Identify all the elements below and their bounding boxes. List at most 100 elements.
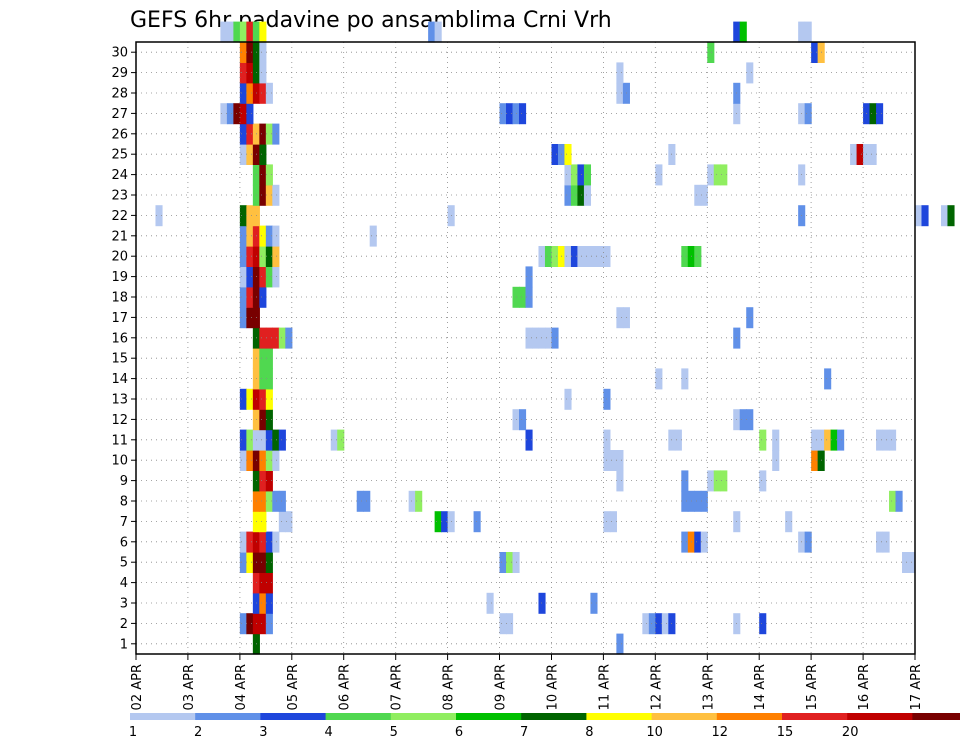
- heatmap-cell: [272, 184, 280, 206]
- heatmap-cell: [265, 592, 273, 614]
- legend-swatch: [390, 713, 457, 720]
- heatmap-cell: [259, 184, 267, 206]
- heatmap-cell: [804, 531, 812, 553]
- heatmap-cell: [564, 246, 572, 267]
- heatmap-cell: [265, 368, 273, 390]
- heatmap-cell: [265, 348, 273, 369]
- heatmap-cell: [246, 307, 254, 329]
- heatmap-cell: [272, 225, 280, 247]
- legend-label: 10: [646, 725, 663, 740]
- legend-label: 6: [455, 725, 463, 740]
- heatmap-cell: [259, 572, 267, 594]
- heatmap-cell: [473, 511, 481, 533]
- heatmap-cell: [681, 531, 689, 553]
- legend-swatch: [782, 713, 848, 720]
- heatmap-cell: [239, 205, 247, 227]
- heatmap-cell: [642, 613, 650, 635]
- y-tick-label: 9: [120, 474, 128, 489]
- heatmap-cell: [434, 511, 442, 533]
- x-tick-label: 03 APR: [182, 664, 197, 710]
- y-tick-label: 28: [111, 87, 128, 102]
- heatmap-cell: [265, 388, 273, 410]
- heatmap-cell: [519, 286, 527, 308]
- heatmap-cell: [441, 511, 449, 533]
- y-tick-label: 14: [111, 372, 128, 387]
- heatmap-cell: [772, 450, 780, 471]
- heatmap-cell: [265, 184, 273, 206]
- heatmap-cell: [531, 327, 540, 349]
- heatmap-cell: [272, 327, 280, 349]
- heatmap-cell: [265, 552, 273, 573]
- legend-swatch: [195, 713, 261, 720]
- heatmap-cell: [681, 470, 689, 492]
- y-tick-label: 25: [111, 148, 128, 163]
- heatmap-cell: [265, 572, 273, 594]
- heatmap-cell: [577, 184, 585, 206]
- y-tick-label: 27: [111, 107, 128, 122]
- legend-label: 12: [712, 725, 729, 740]
- y-tick-label: 30: [111, 46, 128, 61]
- heatmap-cell: [246, 103, 254, 125]
- y-tick-label: 16: [111, 331, 128, 346]
- heatmap-cell: [824, 368, 832, 390]
- heatmap-cell: [921, 205, 929, 227]
- heatmap-cell: [265, 123, 273, 145]
- heatmap-cell: [681, 490, 689, 512]
- heatmap-cell: [259, 613, 267, 635]
- heatmap-cell: [246, 246, 254, 267]
- heatmap-cell: [772, 429, 780, 451]
- heatmap-cell: [648, 613, 656, 635]
- heatmap-cell: [616, 470, 624, 492]
- x-tick-label: 17 APR: [909, 664, 924, 710]
- x-tick-label: 06 APR: [338, 664, 353, 710]
- heatmap-cell: [681, 368, 689, 390]
- heatmap-cell: [272, 531, 280, 553]
- heatmap-cell: [259, 409, 267, 431]
- heatmap-cell: [259, 511, 267, 533]
- heatmap-cell: [272, 246, 280, 267]
- heatmap-cell: [434, 21, 442, 43]
- heatmap-cell: [655, 368, 663, 390]
- heatmap-cell: [811, 450, 819, 471]
- heatmap-cell: [259, 490, 267, 512]
- heatmap-cell: [259, 21, 267, 43]
- heatmap-cell: [720, 164, 728, 186]
- heatmap-cell: [356, 490, 364, 512]
- x-tick-label: 08 APR: [442, 664, 457, 710]
- heatmap-cell: [655, 164, 663, 186]
- heatmap-cell: [564, 184, 572, 206]
- y-tick-label: 3: [120, 597, 128, 612]
- legend-swatch: [521, 713, 587, 720]
- heatmap-cell: [616, 633, 624, 655]
- heatmap-cell: [538, 246, 546, 267]
- legend-label: 8: [585, 725, 593, 740]
- heatmap-cell: [265, 470, 273, 492]
- heatmap-cell: [246, 552, 254, 573]
- y-tick-label: 23: [111, 189, 128, 204]
- heatmap-cell: [681, 246, 689, 267]
- heatmap-cell: [499, 103, 507, 125]
- heatmap-cell: [499, 613, 507, 635]
- heatmap-cell: [700, 490, 708, 512]
- legend-label: 7: [520, 725, 528, 740]
- heatmap-cell: [259, 388, 267, 410]
- heatmap-cell: [506, 103, 514, 125]
- heatmap-cell: [246, 429, 254, 451]
- heatmap-cell: [713, 164, 721, 186]
- heatmap-cell: [759, 429, 767, 451]
- x-tick-label: 07 APR: [390, 664, 405, 710]
- heatmap-cell: [876, 429, 884, 451]
- heatmap-cell: [499, 552, 507, 573]
- heatmap-cell: [272, 429, 280, 451]
- heatmap-cell: [655, 613, 663, 635]
- heatmap-cell: [746, 307, 754, 329]
- heatmap-cell: [278, 429, 286, 451]
- heatmap-cell: [804, 21, 812, 43]
- legend-swatch: [586, 713, 653, 720]
- legend-label: 20: [842, 725, 859, 740]
- heatmap-cell: [895, 490, 903, 512]
- heatmap-cell: [259, 552, 267, 573]
- heatmap-cell: [246, 123, 254, 145]
- heatmap-cell: [239, 429, 247, 451]
- heatmap-cell: [259, 368, 267, 390]
